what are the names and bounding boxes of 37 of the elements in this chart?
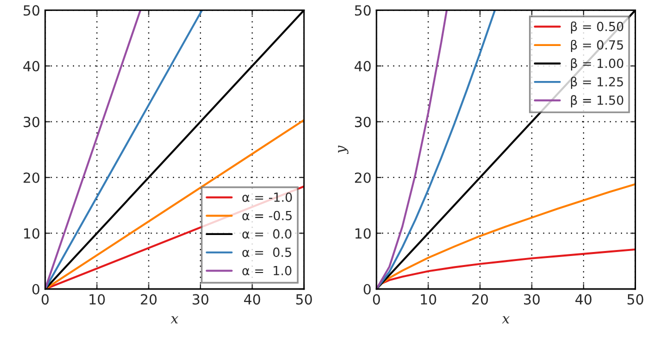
x-axis-title: x (502, 316, 510, 324)
legend-label: β = 1.50 (571, 95, 624, 108)
y-tick-label: 40 (354, 60, 371, 72)
legend-label: α = 0.5 (242, 248, 292, 257)
legend-label: β = 1.00 (571, 58, 624, 70)
x-tick-label: 40 (575, 294, 592, 305)
x-tick-label: 10 (420, 294, 436, 305)
legend-label: α = -0.5 (242, 210, 292, 220)
y-tick-label: 10 (355, 228, 371, 239)
x-tick-label: 30 (524, 294, 540, 305)
x-tick-label: 50 (628, 294, 644, 305)
legend-label: β = 0.50 (571, 21, 624, 34)
y-tick-label: 40 (23, 60, 40, 72)
y-tick-label: 20 (24, 172, 40, 183)
x-tick-label: 50 (296, 294, 312, 305)
x-tick-label: 0 (42, 294, 49, 305)
legend-label: α = -1.0 (242, 192, 292, 202)
y-axis-title: y (338, 146, 348, 154)
y-tick-label: 10 (24, 228, 40, 239)
x-tick-label: 0 (372, 294, 380, 305)
y-tick-label: 0 (364, 284, 371, 294)
legend-label: β = 0.75 (571, 40, 623, 52)
x-axis-title: x (170, 316, 178, 324)
x-tick-label: 20 (140, 294, 157, 305)
y-tick-label: 0 (32, 284, 40, 294)
y-tick-label: 50 (355, 5, 371, 16)
y-tick-label: 30 (355, 116, 371, 128)
x-tick-label: 40 (244, 294, 260, 305)
legend-label: α = 1.0 (242, 266, 292, 276)
x-tick-label: 30 (192, 294, 208, 305)
x-tick-label: 20 (472, 294, 488, 305)
y-tick-label: 50 (24, 5, 40, 16)
x-tick-label: 10 (90, 294, 105, 305)
y-tick-label: 30 (24, 116, 40, 128)
y-tick-label: 20 (354, 172, 371, 183)
legend-label: β = 1.25 (571, 76, 623, 89)
legend-label: α = 0.0 (242, 229, 292, 239)
